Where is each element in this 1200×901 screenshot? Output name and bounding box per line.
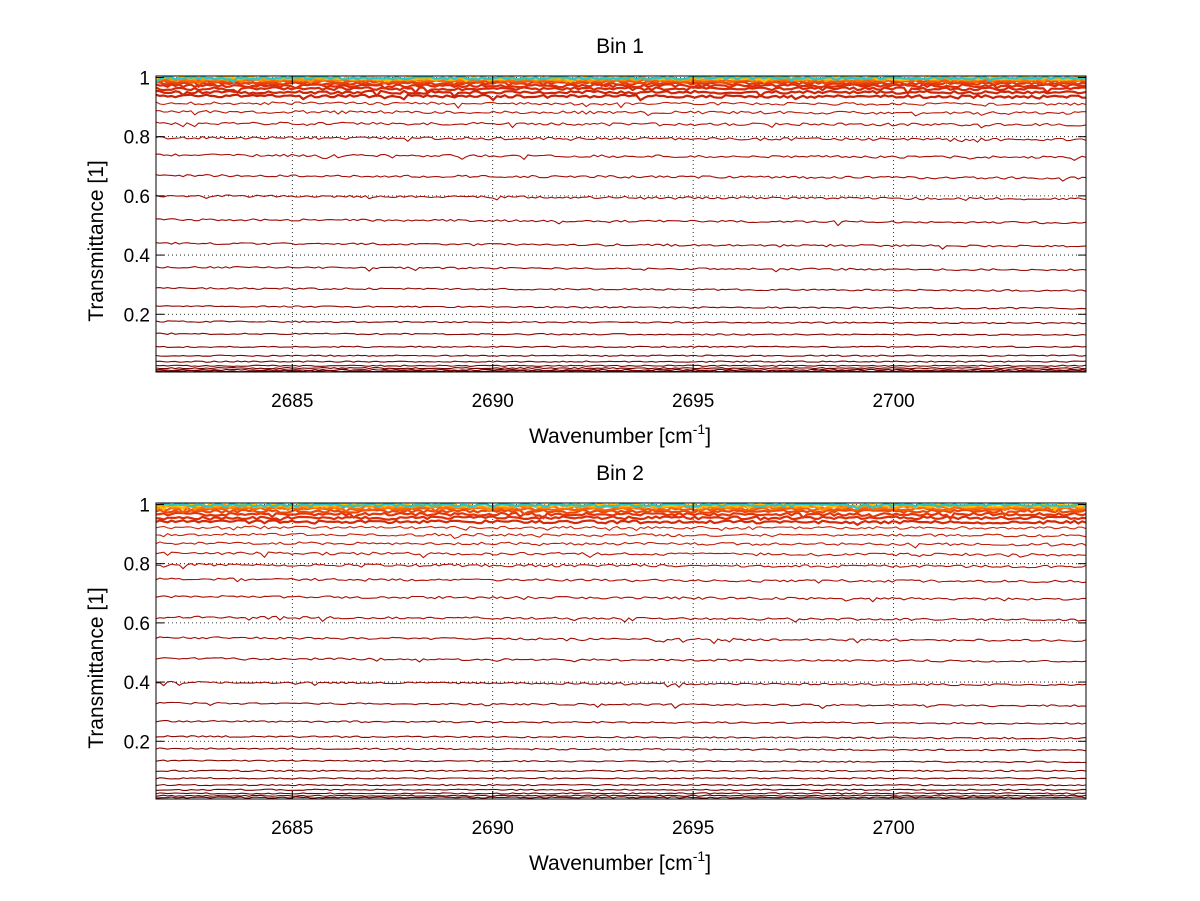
series-line xyxy=(155,541,1087,549)
series-line xyxy=(155,508,1087,518)
series-line xyxy=(155,153,1087,162)
x-tick-label: 2685 xyxy=(271,391,313,412)
series-line xyxy=(155,515,1087,522)
series-line xyxy=(155,218,1087,227)
series-line xyxy=(155,636,1087,645)
axes-box xyxy=(155,75,1087,373)
y-tick-label: 0.4 xyxy=(124,673,151,694)
x-tick-label: 2695 xyxy=(672,391,714,412)
series-line xyxy=(155,519,1087,527)
series-line xyxy=(155,720,1087,725)
x-tick-labels: 2685 2690 2695 2700 xyxy=(271,818,915,839)
series-line xyxy=(155,354,1087,357)
series-line xyxy=(155,287,1087,292)
series-line xyxy=(155,364,1087,367)
series-line xyxy=(155,735,1087,740)
series-line xyxy=(155,680,1087,688)
x-tick-label: 2700 xyxy=(872,818,914,839)
series-line xyxy=(155,360,1087,363)
series-line xyxy=(155,174,1087,182)
y-tick-label: 1 xyxy=(139,495,150,516)
chart-title: Bin 1 xyxy=(596,35,644,58)
series-line xyxy=(155,93,1087,102)
tick-marks xyxy=(156,76,1086,372)
series-line xyxy=(155,75,1087,84)
series-line xyxy=(155,135,1087,143)
series-line xyxy=(155,532,1087,540)
series-line xyxy=(155,551,1086,559)
series-group xyxy=(155,75,1087,373)
y-tick-labels: 0.2 0.4 0.6 0.8 1 xyxy=(124,68,151,326)
series-line xyxy=(155,101,1087,109)
y-tick-label: 0.4 xyxy=(124,246,151,267)
series-line xyxy=(155,769,1087,773)
series-line xyxy=(155,577,1087,584)
series-line xyxy=(155,345,1087,349)
series-line xyxy=(155,368,1087,372)
series-line xyxy=(155,788,1087,791)
series-line xyxy=(155,502,1087,512)
series-line xyxy=(155,332,1087,337)
series-line xyxy=(155,86,1087,96)
series-line xyxy=(155,794,1087,797)
series-line xyxy=(155,759,1087,764)
series-line xyxy=(155,266,1087,273)
y-tick-labels: 0.2 0.4 0.6 0.8 1 xyxy=(124,495,151,753)
plot-area xyxy=(156,76,1086,372)
y-tick-label: 0.8 xyxy=(124,555,150,576)
series-line xyxy=(155,525,1087,532)
y-tick-label: 0.6 xyxy=(124,614,150,635)
series-line xyxy=(155,89,1087,98)
y-tick-label: 1 xyxy=(139,68,150,89)
y-tick-label: 0.6 xyxy=(124,187,150,208)
plot-area xyxy=(156,503,1086,799)
series-line xyxy=(155,796,1087,799)
series-line xyxy=(155,595,1086,603)
series-line xyxy=(155,194,1087,202)
y-tick-label: 0.8 xyxy=(124,128,150,149)
series-line xyxy=(155,367,1087,370)
series-line xyxy=(155,615,1087,623)
y-axis-label: Transmittance [1] xyxy=(85,160,108,321)
x-tick-label: 2695 xyxy=(672,818,714,839)
series-line xyxy=(155,121,1087,129)
subplot-bin-2: Bin 2 2685 2690 2695 2700 0.2 0.4 0.6 0.8 1 Wav… xyxy=(85,462,1087,875)
subplot-bin-1: Bin 1 2685 2690 2695 2700 0.2 0.4 0.6 0.8 1 Wav… xyxy=(85,35,1087,448)
x-tick-label: 2700 xyxy=(872,391,914,412)
x-axis-label: Wavenumber [cm-1] xyxy=(529,848,711,875)
series-line xyxy=(155,511,1087,521)
series-line xyxy=(155,320,1087,325)
series-line xyxy=(155,701,1087,710)
y-axis-label: Transmittance [1] xyxy=(85,587,108,748)
x-axis-label: Wavenumber [cm-1] xyxy=(529,421,711,448)
x-tick-labels: 2685 2690 2695 2700 xyxy=(271,391,915,412)
y-tick-label: 0.2 xyxy=(124,732,150,753)
x-tick-label: 2690 xyxy=(472,391,514,412)
series-line xyxy=(155,792,1087,795)
series-line xyxy=(155,657,1087,663)
series-line xyxy=(155,502,1087,511)
axes-box xyxy=(155,502,1087,800)
series-group xyxy=(155,502,1087,799)
series-line xyxy=(155,305,1087,310)
series-line xyxy=(155,747,1087,752)
tick-marks xyxy=(156,503,1086,799)
x-tick-label: 2685 xyxy=(271,818,313,839)
chart-title: Bin 2 xyxy=(596,462,644,485)
series-line xyxy=(155,783,1087,787)
series-line xyxy=(155,241,1087,250)
series-line xyxy=(156,110,1086,117)
series-line xyxy=(156,562,1087,570)
y-tick-label: 0.2 xyxy=(124,305,150,326)
x-tick-label: 2690 xyxy=(472,818,514,839)
series-line xyxy=(155,777,1087,780)
